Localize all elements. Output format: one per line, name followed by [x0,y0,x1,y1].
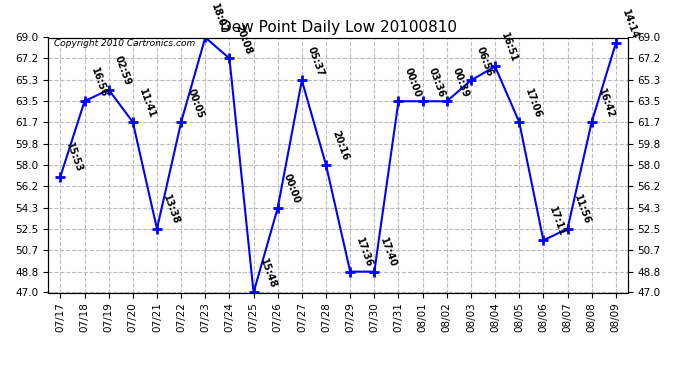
Text: 17:36: 17:36 [355,236,375,269]
Text: 15:48: 15:48 [258,257,278,290]
Text: 16:58: 16:58 [89,66,109,99]
Text: 14:14: 14:14 [620,8,640,40]
Text: 20:16: 20:16 [331,130,351,162]
Text: 11:41: 11:41 [137,87,157,119]
Text: 13:38: 13:38 [161,193,181,226]
Text: 17:06: 17:06 [524,87,544,119]
Text: 15:53: 15:53 [65,141,85,174]
Text: 00:05: 00:05 [186,87,206,119]
Text: 06:56: 06:56 [475,45,495,78]
Text: 16:42: 16:42 [596,87,616,119]
Text: 02:59: 02:59 [113,54,133,87]
Text: 18:07: 18:07 [210,2,230,35]
Text: Copyright 2010 Cartronics.com: Copyright 2010 Cartronics.com [54,39,195,48]
Text: 20:08: 20:08 [234,23,254,56]
Text: 00:00: 00:00 [282,172,302,205]
Text: 17:11: 17:11 [548,205,568,238]
Text: 17:40: 17:40 [379,236,399,269]
Text: 00:00: 00:00 [403,66,423,99]
Title: Dew Point Daily Low 20100810: Dew Point Daily Low 20100810 [219,20,457,35]
Text: 05:37: 05:37 [306,45,326,78]
Text: 00:39: 00:39 [451,66,471,99]
Text: 16:51: 16:51 [500,31,520,64]
Text: 03:36: 03:36 [427,66,447,99]
Text: 11:56: 11:56 [572,194,592,226]
